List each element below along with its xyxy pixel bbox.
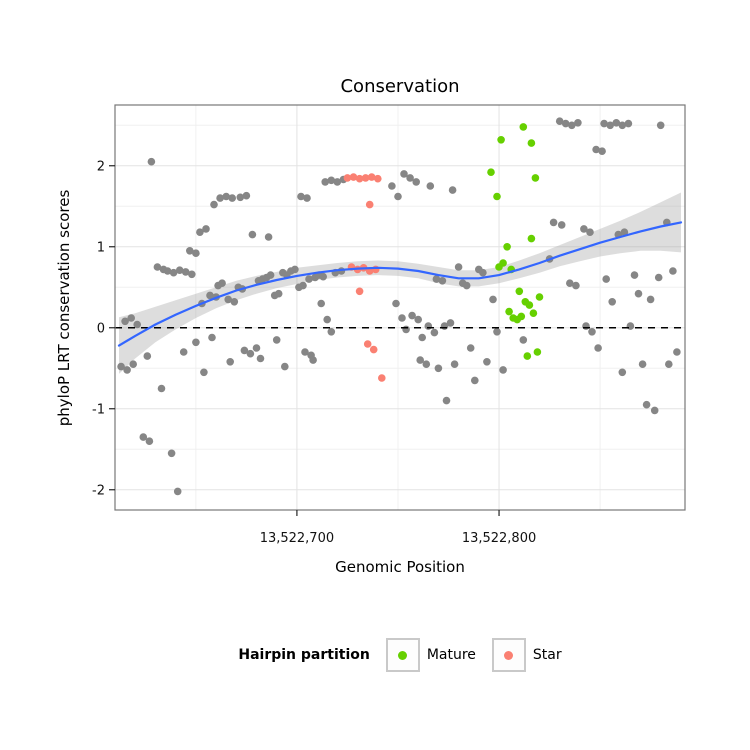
mature-dot-icon — [398, 650, 408, 660]
legend-label-mature: Mature — [426, 647, 476, 663]
legend-title: Hairpin partition — [238, 647, 370, 663]
svg-text:-2: -2 — [92, 483, 105, 498]
svg-text:13,522,800: 13,522,800 — [462, 531, 536, 546]
chart-title: Conservation — [340, 76, 460, 97]
x-axis-title: Genomic Position — [335, 558, 465, 576]
svg-text:1: 1 — [97, 240, 105, 255]
legend-label-star: Star — [532, 647, 562, 663]
svg-text:0: 0 — [97, 321, 105, 336]
legend-item-star: Star — [491, 638, 562, 672]
svg-text:2: 2 — [97, 159, 105, 174]
legend-key-star — [491, 638, 526, 672]
legend-item-mature: Mature — [385, 638, 476, 672]
svg-text:13,522,700: 13,522,700 — [260, 531, 334, 546]
legend: Hairpin partition Mature Star — [50, 638, 750, 672]
svg-text:-1: -1 — [92, 402, 105, 417]
star-dot-icon — [504, 650, 514, 660]
legend-key-mature — [385, 638, 420, 672]
